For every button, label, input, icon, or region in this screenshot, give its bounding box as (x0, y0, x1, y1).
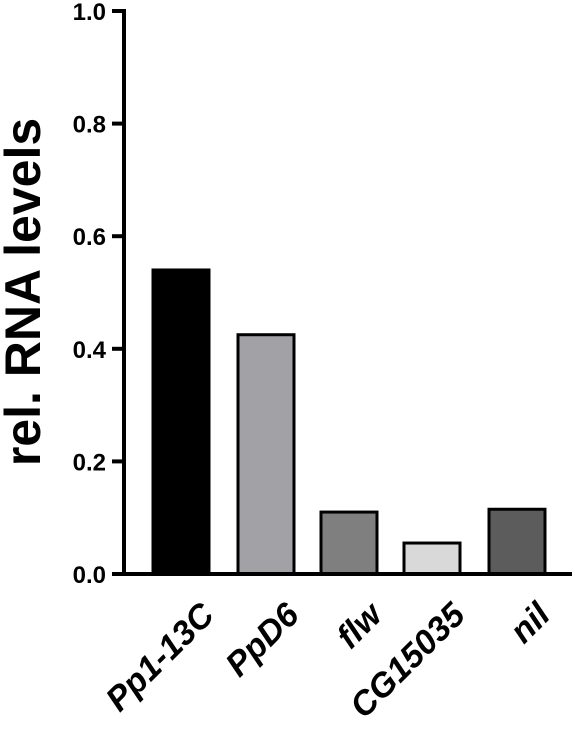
y-axis-title: rel. RNA levels (0, 118, 51, 466)
y-ticks: 0.0 0.2 0.4 0.6 0.8 1.0 (73, 0, 124, 589)
y-tick-label: 0.4 (73, 337, 107, 364)
y-tick-label: 0.2 (73, 449, 106, 476)
x-tick-label: flw (329, 594, 391, 656)
x-tick-label: Pp1-13C (99, 595, 222, 718)
bar-ppd6 (236, 333, 296, 576)
y-tick-label: 1.0 (73, 0, 106, 26)
x-tick-label: PpD6 (218, 595, 307, 684)
y-tick-label: 0.6 (73, 224, 106, 251)
bar-flw (319, 510, 379, 576)
bar-nil (487, 507, 547, 576)
y-tick-label: 0.8 (73, 112, 106, 139)
bar-pp1-13c (151, 268, 211, 576)
bar-cg15035 (402, 541, 462, 576)
x-tick-label: nil (503, 595, 559, 651)
bars (151, 268, 547, 576)
y-tick-label: 0.0 (73, 562, 106, 589)
